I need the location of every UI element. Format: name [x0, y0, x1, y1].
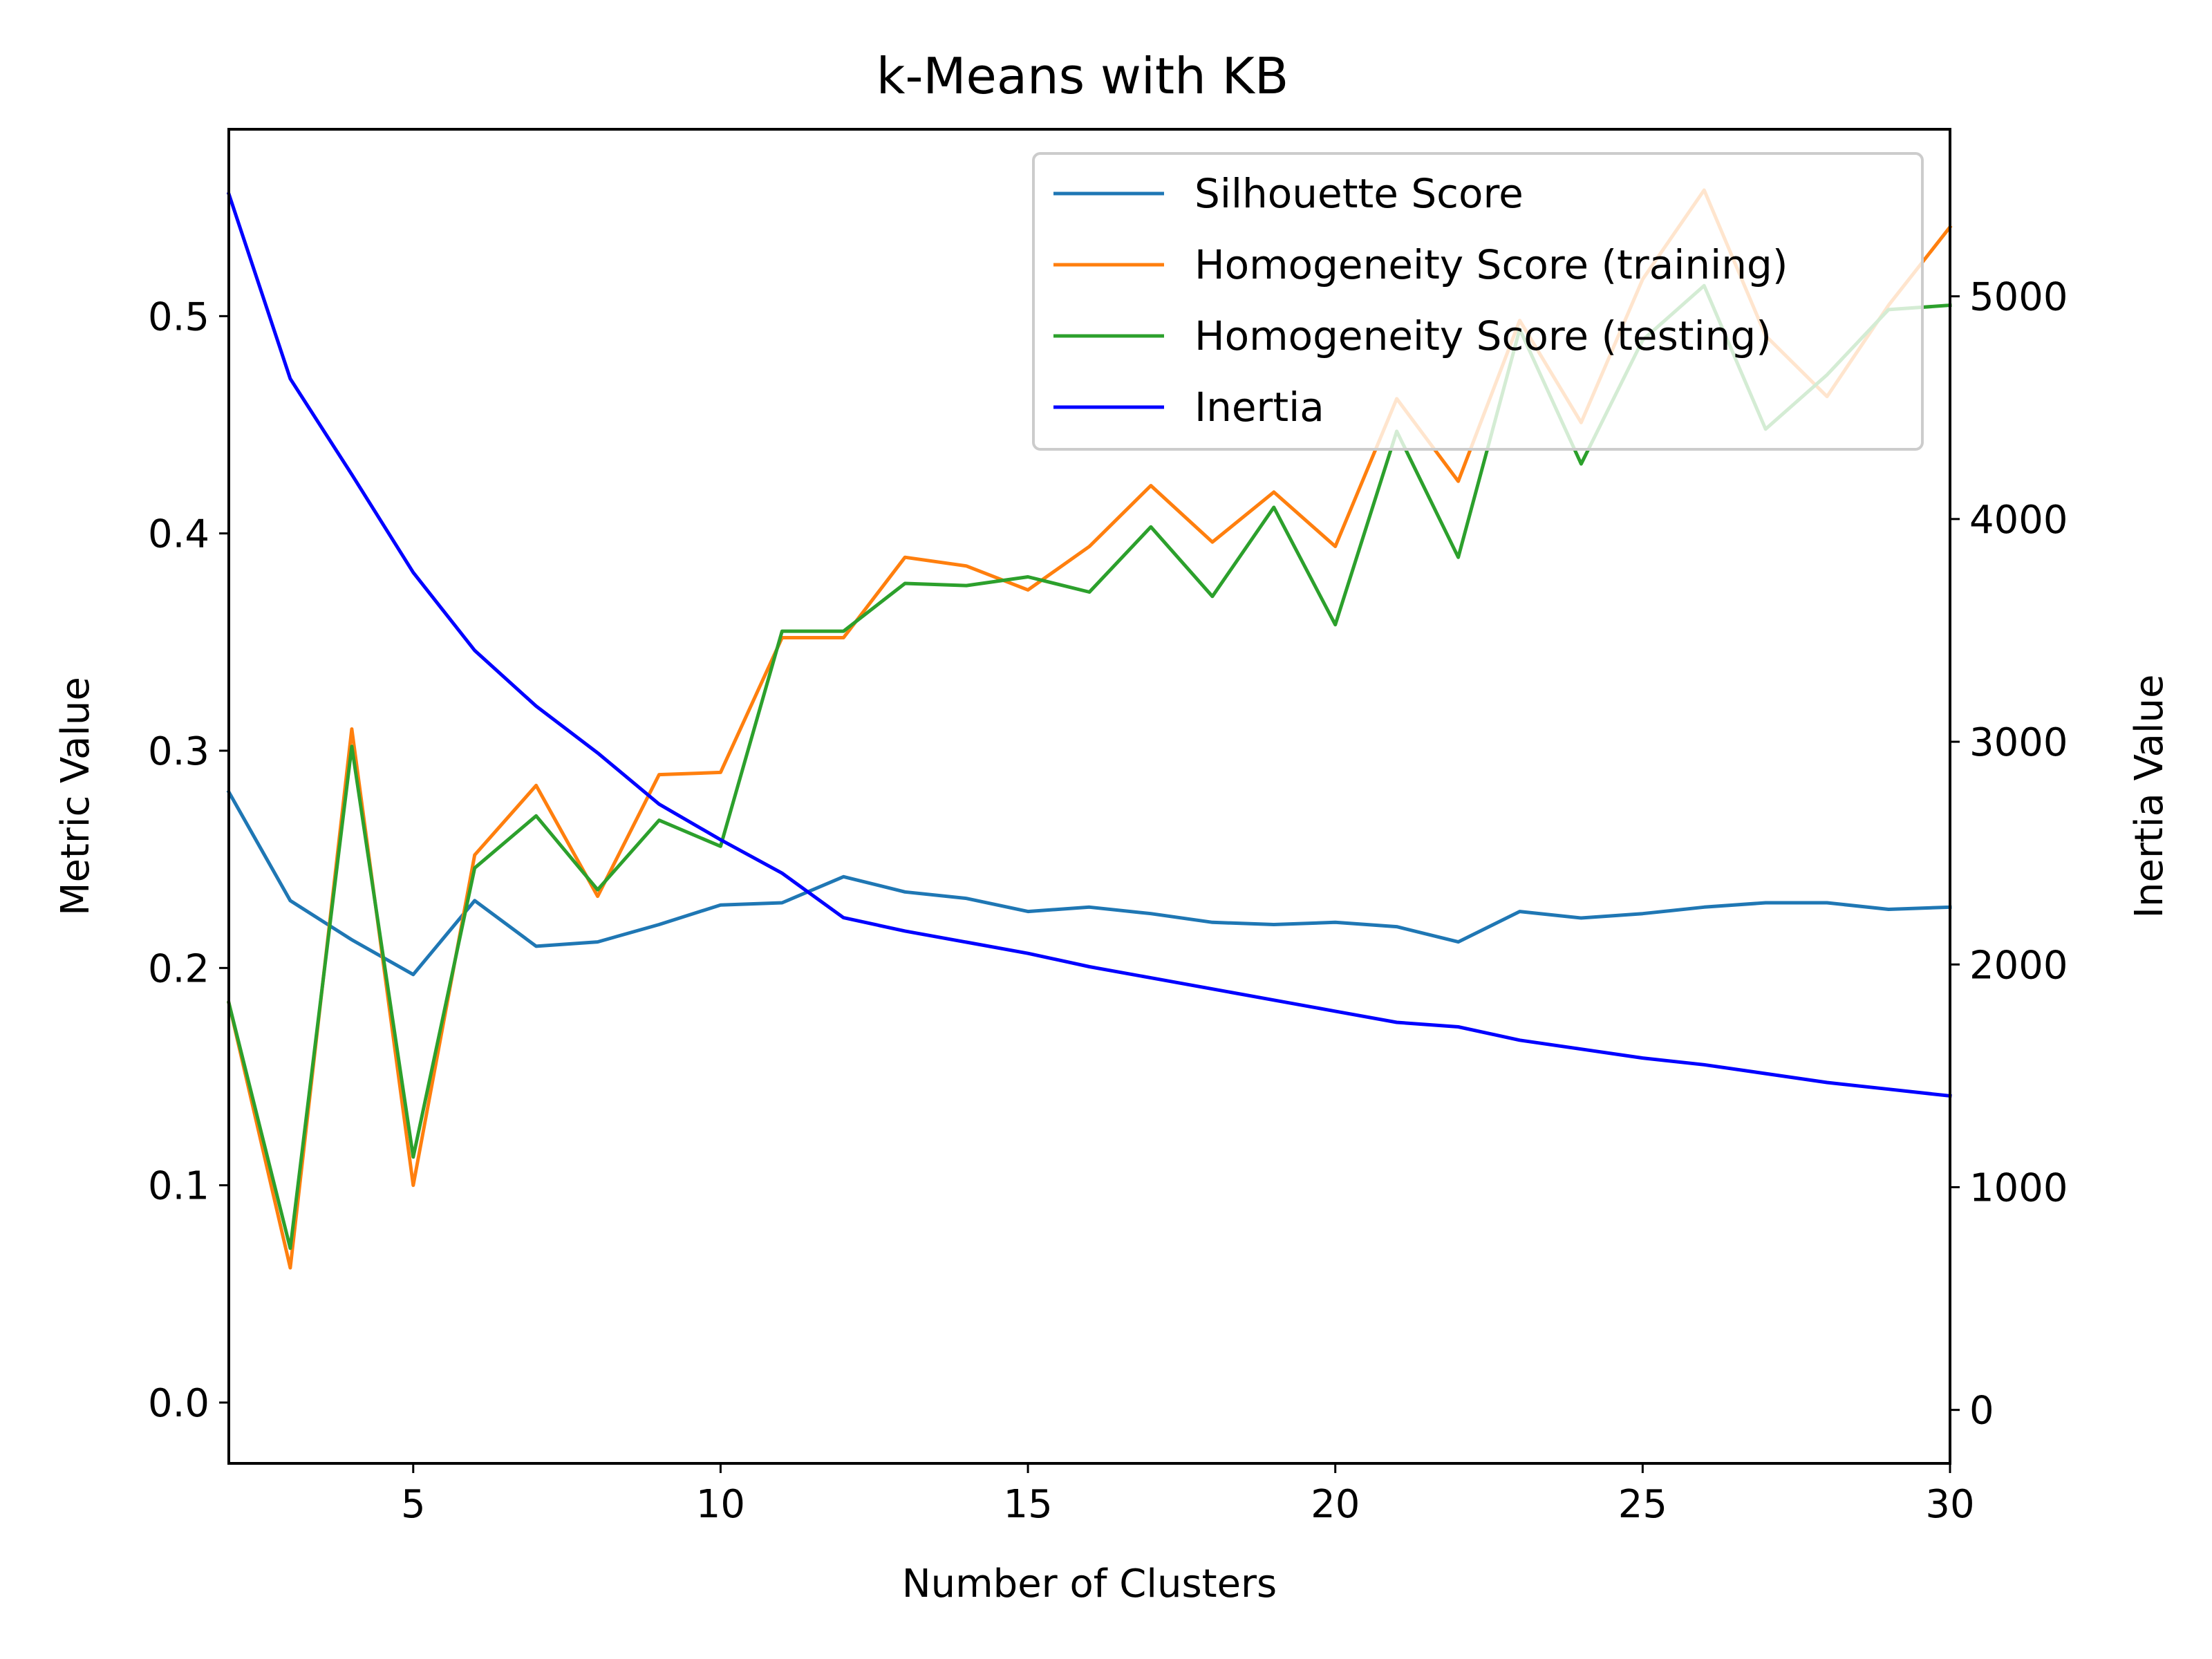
- legend-label: Inertia: [1194, 384, 1324, 431]
- y2-tick-label: 2000: [1969, 943, 2068, 988]
- y-tick-label: 0.1: [148, 1164, 209, 1209]
- y-tick-label: 0.0: [148, 1381, 209, 1426]
- y-tick-label: 0.4: [148, 512, 209, 557]
- x-tick-label: 10: [696, 1482, 745, 1527]
- y2-tick-label: 5000: [1969, 275, 2068, 320]
- y2-tick-label: 4000: [1969, 498, 2068, 543]
- legend: Silhouette Score Homogeneity Score (train…: [1032, 152, 1924, 451]
- y-axis-right: 0 1000 2000 3000 4000 5000: [1950, 275, 2068, 1434]
- y2-tick-label: 0: [1969, 1389, 1994, 1434]
- y-tick-label: 0.5: [148, 294, 209, 339]
- x-axis-label: Number of Clusters: [902, 1562, 1277, 1606]
- legend-label: Silhouette Score: [1194, 170, 1524, 217]
- y-tick-label: 0.2: [148, 946, 209, 991]
- x-tick-label: 5: [401, 1482, 426, 1527]
- y-tick-label: 0.3: [148, 729, 209, 774]
- series-line-silhouette-score: [226, 789, 1952, 977]
- legend-box: [1032, 152, 1924, 451]
- y-axis-label: Metric Value: [53, 677, 98, 916]
- y2-tick-label: 3000: [1969, 720, 2068, 765]
- chart-title: k-Means with KB: [877, 47, 1289, 105]
- y2-tick-label: 1000: [1969, 1165, 2068, 1210]
- x-tick-label: 20: [1311, 1482, 1360, 1527]
- legend-label: Homogeneity Score (testing): [1194, 312, 1772, 359]
- series-line-inertia: [226, 191, 1952, 1098]
- legend-label: Homogeneity Score (training): [1194, 241, 1788, 288]
- y-axis-left: 0.0 0.1 0.2 0.3 0.4 0.5: [148, 294, 229, 1426]
- plot-frame: [227, 128, 1951, 1465]
- x-tick-label: 15: [1003, 1482, 1052, 1527]
- x-tick-label: 30: [1925, 1482, 1974, 1527]
- x-axis: 5 10 15 20 25 30: [401, 1463, 1975, 1527]
- y2-axis-label: Inertia Value: [2127, 675, 2172, 919]
- legend-items: Silhouette Score Homogeneity Score (train…: [1053, 170, 1788, 431]
- x-tick-label: 25: [1618, 1482, 1667, 1527]
